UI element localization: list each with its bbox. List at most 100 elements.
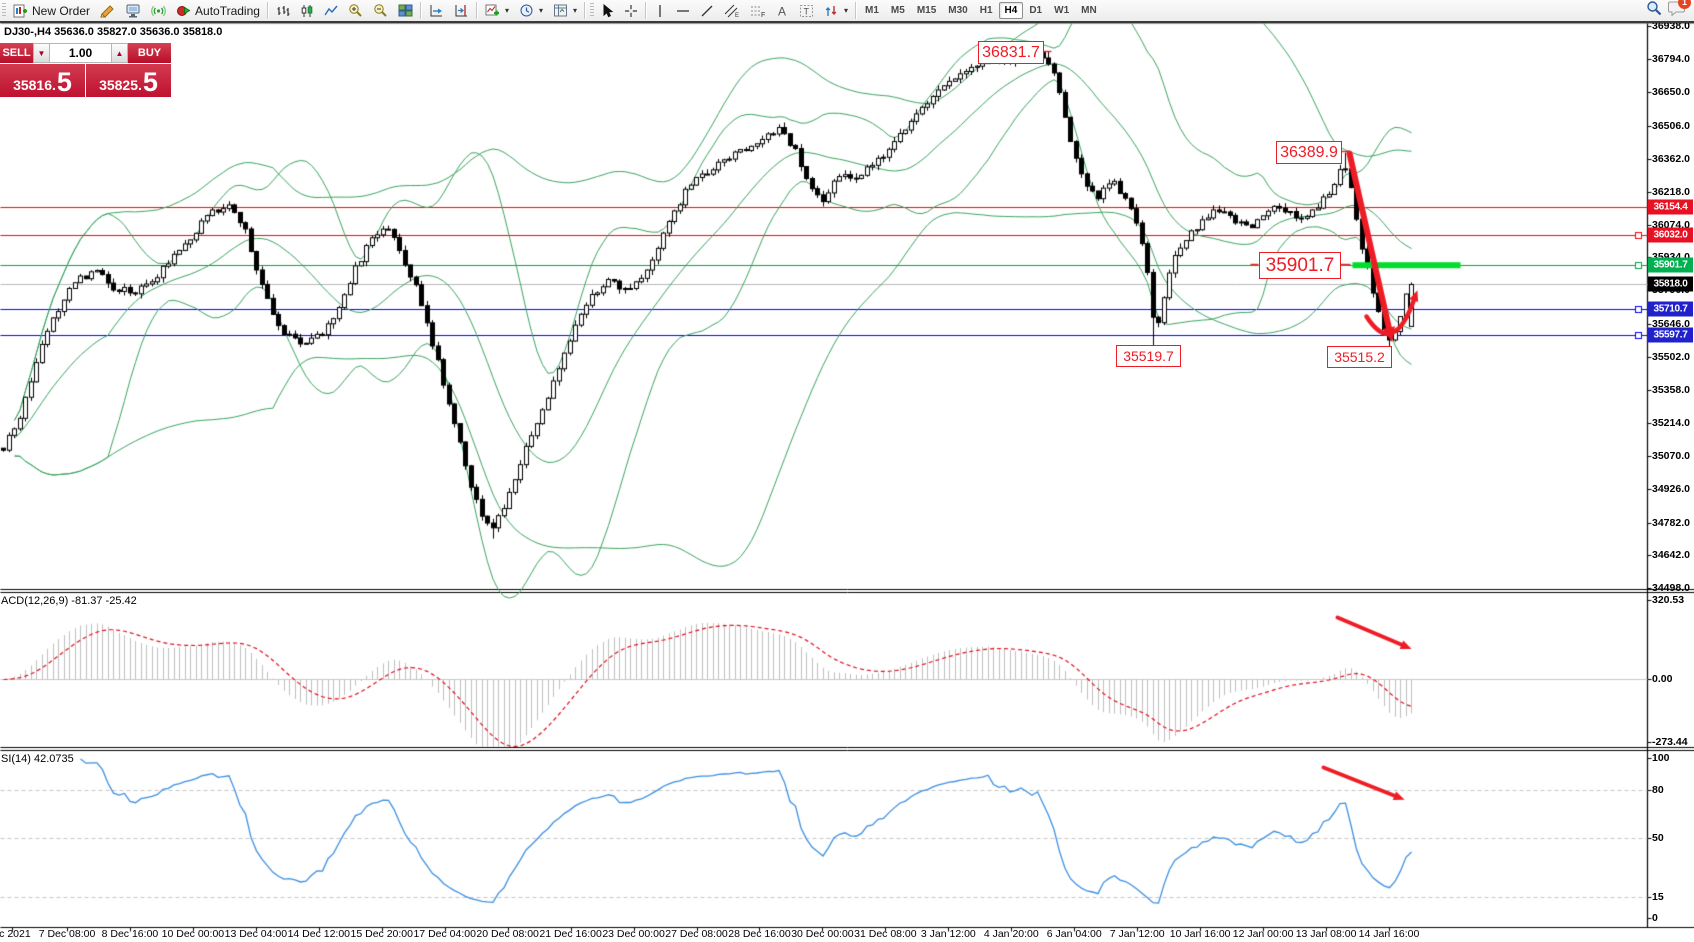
bar-chart-button[interactable] bbox=[271, 0, 295, 21]
notifications-button[interactable]: 1 bbox=[1668, 0, 1691, 21]
terminal-icon bbox=[125, 3, 141, 18]
auto-scroll-icon bbox=[429, 3, 444, 18]
volume-increase-button[interactable]: ▲ bbox=[111, 43, 128, 63]
time-axis-tick: 10 Dec 00:00 bbox=[161, 928, 225, 940]
time-axis-tick: 3 Jan 12:00 bbox=[920, 928, 976, 940]
time-axis-tick: 15 Dec 20:00 bbox=[350, 928, 413, 940]
toolbar-separator bbox=[645, 2, 646, 19]
zoom-in-button[interactable] bbox=[343, 0, 368, 21]
periods-caret: ▾ bbox=[538, 6, 543, 15]
text-tool[interactable]: A bbox=[771, 0, 794, 21]
price-axis-tick: 34642.0 bbox=[1652, 548, 1690, 561]
timeframe-button-mn[interactable]: MN bbox=[1081, 5, 1097, 16]
periods-button[interactable]: ▾ bbox=[514, 0, 548, 21]
timeframe-switcher: M1 M5 M15 M30 H1 H4 D1 W1 MN bbox=[859, 2, 1103, 19]
shapes-caret: ▾ bbox=[844, 6, 849, 15]
horizontal-line-icon bbox=[676, 5, 690, 17]
price-annotation-35901-7[interactable]: 35901.7 bbox=[1259, 252, 1341, 279]
macd-axis-tick: 0.00 bbox=[1652, 673, 1673, 685]
time-axis-tick: 17 Dec 04:00 bbox=[413, 928, 476, 940]
svg-text:F: F bbox=[761, 12, 765, 18]
autotrading-button[interactable]: AutoTrading bbox=[171, 0, 265, 21]
price-annotation-35519-7[interactable]: 35519.7 bbox=[1116, 345, 1181, 367]
price-axis-tick: 36650.0 bbox=[1652, 86, 1690, 99]
toolbar-grip bbox=[2, 3, 6, 18]
ask-price-main: 35825. bbox=[99, 77, 142, 93]
tile-windows-icon bbox=[398, 3, 413, 18]
bid-price-display[interactable]: 35816. 5 bbox=[0, 64, 85, 97]
auto-scroll-button[interactable] bbox=[424, 0, 449, 21]
price-level-badge: 35818.0 bbox=[1648, 276, 1693, 292]
rsi-indicator-label: SI(14) 42.0735 bbox=[1, 753, 74, 765]
price-axis-tick: 35214.0 bbox=[1652, 417, 1690, 430]
horizontal-line-tool[interactable] bbox=[671, 0, 695, 21]
chart-shift-button[interactable] bbox=[449, 0, 474, 21]
time-axis-tick: 4 Jan 20:00 bbox=[983, 928, 1039, 940]
new-order-button[interactable]: New Order bbox=[8, 0, 95, 21]
timeframe-button-w1[interactable]: W1 bbox=[1054, 5, 1070, 16]
search-icon[interactable] bbox=[1646, 0, 1662, 21]
price-axis-tick: 36506.0 bbox=[1652, 119, 1690, 132]
text-icon: A bbox=[776, 4, 789, 18]
vertical-line-tool[interactable] bbox=[649, 0, 671, 21]
buy-button[interactable]: BUY bbox=[128, 43, 171, 63]
time-axis-tick: 13 Dec 04:00 bbox=[224, 928, 288, 940]
timeframe-button-m30[interactable]: M30 bbox=[948, 5, 968, 16]
channel-tool[interactable]: E bbox=[719, 0, 745, 21]
time-axis-tick: 30 Dec 00:00 bbox=[791, 928, 854, 940]
price-axis-tick: 35646.0 bbox=[1652, 317, 1690, 330]
text-label-icon: T bbox=[799, 4, 814, 18]
svg-text:A: A bbox=[778, 4, 786, 18]
price-level-badge: 35901.7 bbox=[1648, 257, 1693, 273]
market-watch-button[interactable] bbox=[120, 0, 146, 21]
candlestick-button[interactable] bbox=[295, 0, 319, 21]
time-axis-tick: 31 Dec 08:00 bbox=[854, 928, 917, 940]
timeframe-button-m1[interactable]: M1 bbox=[865, 5, 879, 16]
styles-button[interactable] bbox=[95, 0, 120, 21]
sell-button[interactable]: SELL bbox=[0, 43, 33, 63]
crosshair-tool-button[interactable] bbox=[619, 0, 643, 21]
volume-input[interactable]: 1.00 bbox=[50, 43, 111, 63]
line-chart-button[interactable] bbox=[319, 0, 343, 21]
templates-button[interactable]: ▾ bbox=[548, 0, 582, 21]
price-axis-tick: 34782.0 bbox=[1652, 516, 1690, 529]
price-annotation-35515-2[interactable]: 35515.2 bbox=[1327, 346, 1392, 368]
indicators-button[interactable]: ▾ bbox=[480, 0, 514, 21]
candlestick-icon bbox=[300, 4, 314, 18]
ask-price-display[interactable]: 35825. 5 bbox=[86, 64, 171, 97]
signals-button[interactable] bbox=[146, 0, 171, 21]
text-label-tool[interactable]: T bbox=[794, 0, 819, 21]
time-axis-tick: 7 Jan 12:00 bbox=[1109, 928, 1165, 940]
indicators-caret: ▾ bbox=[504, 6, 509, 15]
new-order-icon bbox=[13, 3, 28, 18]
price-annotation-36389-9[interactable]: 36389.9 bbox=[1276, 141, 1342, 164]
tile-windows-button[interactable] bbox=[393, 0, 418, 21]
timeframe-button-h1[interactable]: H1 bbox=[979, 5, 993, 16]
bid-price-pip: 5 bbox=[56, 67, 72, 97]
shapes-tool[interactable]: ▾ bbox=[819, 0, 853, 21]
fibonacci-tool[interactable]: F bbox=[745, 0, 771, 21]
volume-decrease-button[interactable]: ▼ bbox=[33, 43, 50, 63]
notification-badge: 1 bbox=[1678, 0, 1691, 9]
timeframe-button-m15[interactable]: M15 bbox=[916, 5, 937, 16]
clock-icon bbox=[519, 3, 534, 18]
price-axis-tick: 35070.0 bbox=[1652, 450, 1690, 463]
timeframe-button-h4[interactable]: H4 bbox=[998, 2, 1024, 19]
line-chart-icon bbox=[324, 4, 338, 18]
rsi-axis-tick: 80 bbox=[1652, 784, 1664, 796]
price-axis-tick: 36794.0 bbox=[1652, 53, 1690, 66]
trendline-tool[interactable] bbox=[695, 0, 719, 21]
autotrading-icon bbox=[176, 3, 191, 18]
toolbar-grip bbox=[590, 3, 594, 18]
zoom-out-button[interactable] bbox=[368, 0, 393, 21]
price-annotation-36831-7[interactable]: 36831.7 bbox=[978, 41, 1044, 64]
rsi-axis-tick: 15 bbox=[1652, 891, 1664, 903]
chart-ohlc-title: DJ30-,H4 35636.0 35827.0 35636.0 35818.0 bbox=[4, 26, 223, 38]
bar-chart-icon bbox=[276, 4, 290, 18]
timeframe-button-d1[interactable]: D1 bbox=[1029, 5, 1043, 16]
cursor-tool-button[interactable] bbox=[596, 0, 619, 21]
timeframe-button-m5[interactable]: M5 bbox=[890, 5, 905, 16]
crosshair-icon bbox=[624, 4, 638, 18]
